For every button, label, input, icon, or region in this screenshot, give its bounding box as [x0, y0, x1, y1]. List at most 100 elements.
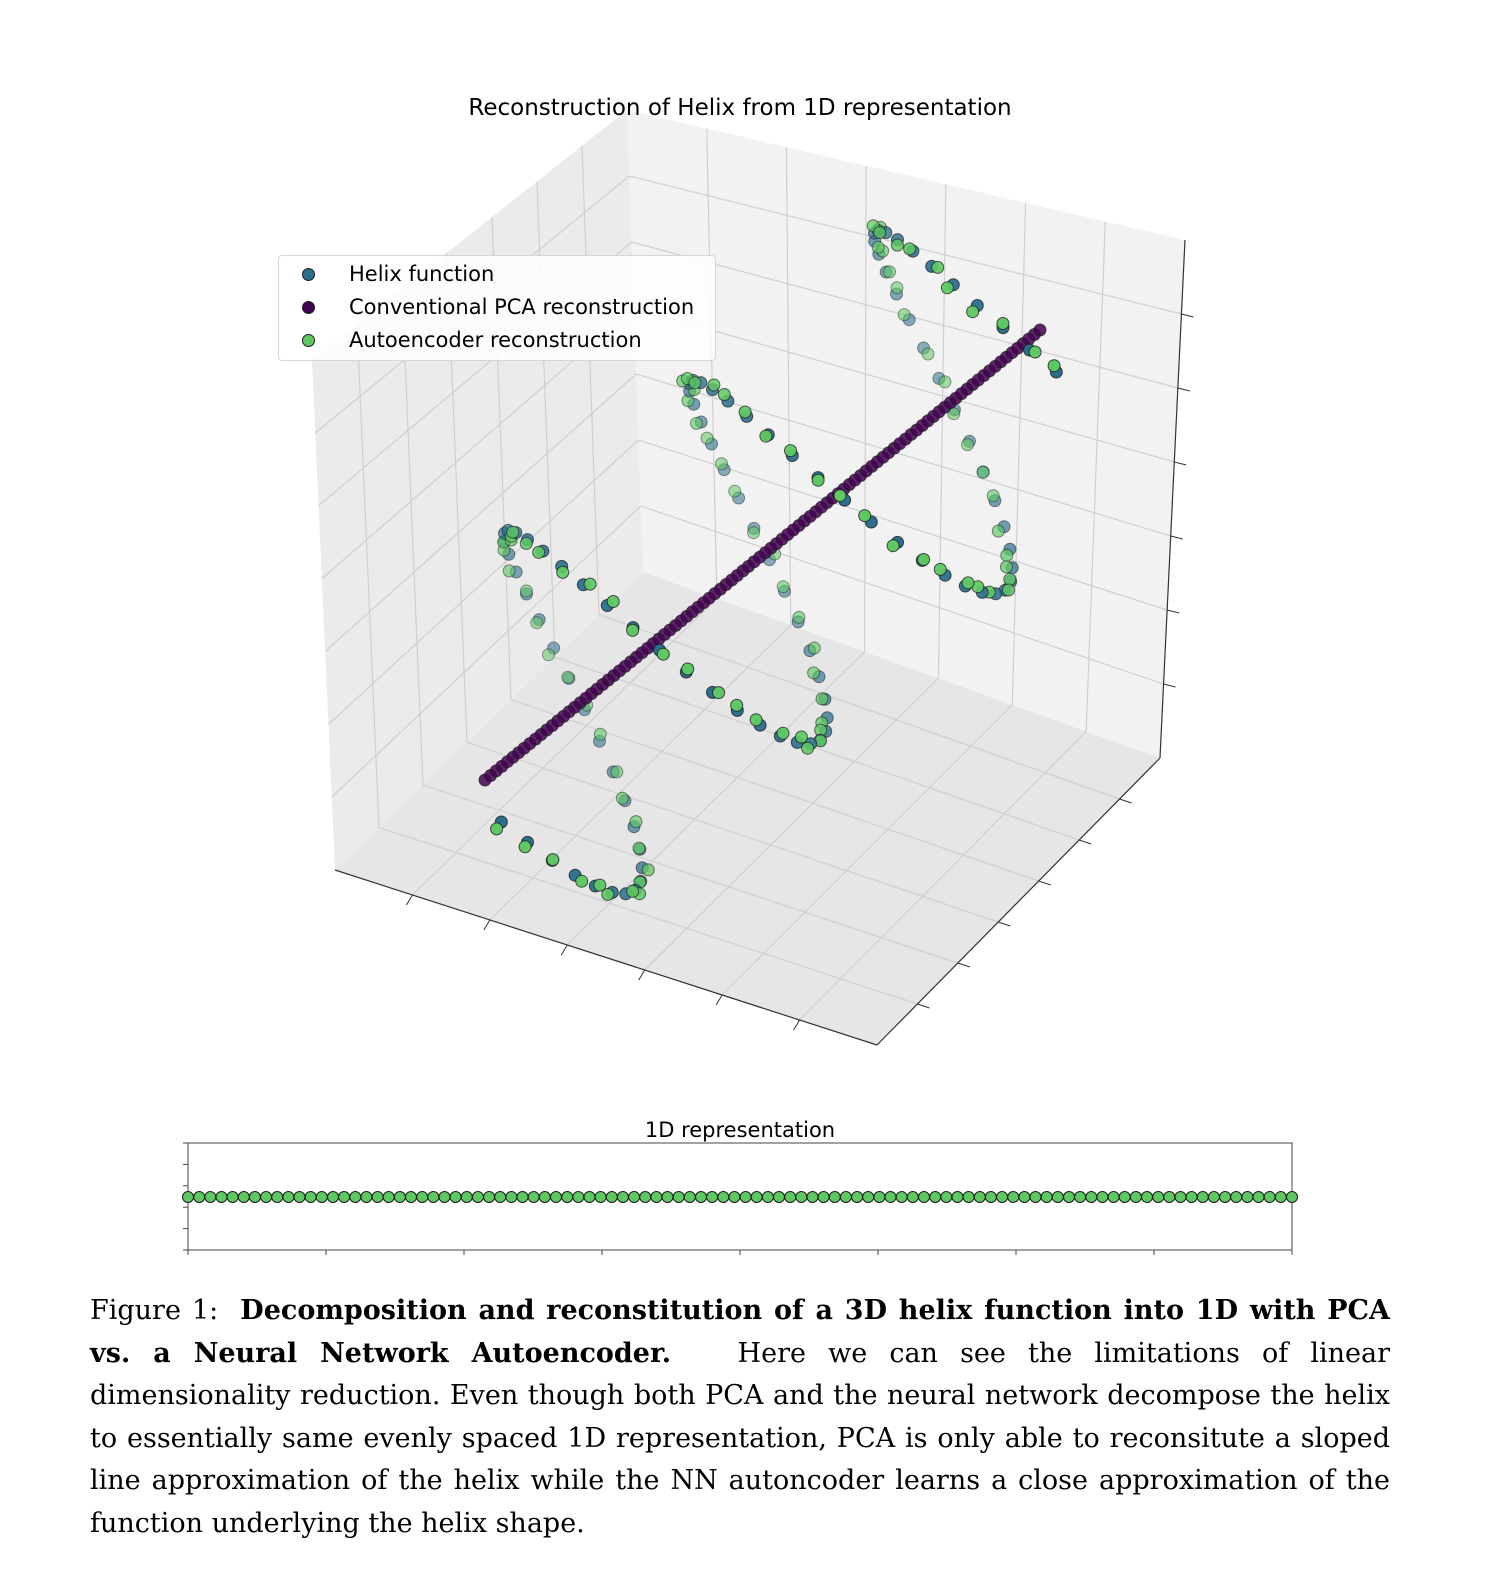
- point-1d: [360, 1191, 373, 1203]
- x-tick: [638, 969, 646, 981]
- point-autoencoder: [801, 741, 815, 755]
- point-autoencoder: [807, 666, 821, 680]
- point-autoencoder: [886, 539, 900, 553]
- point-1d: [739, 1191, 752, 1203]
- point-1d: [550, 1191, 562, 1203]
- caption-body: Here we can see the limitations of linea…: [90, 1337, 1390, 1539]
- point-1d: [1207, 1191, 1220, 1203]
- gridline-x: [566, 165, 867, 946]
- point-1d: [1118, 1191, 1131, 1203]
- x-tick: [793, 1019, 801, 1031]
- point-1d: [349, 1191, 362, 1203]
- point-1d: [661, 1191, 674, 1203]
- point-autoencoder: [542, 648, 555, 662]
- point-autoencoder: [707, 378, 721, 392]
- gridline-z: [331, 505, 1164, 798]
- x-tick: [405, 894, 413, 906]
- gridline-z: [328, 439, 1168, 725]
- point-pca: [1033, 323, 1047, 337]
- point-1d: [906, 1191, 919, 1203]
- chart-title-3d: Reconstruction of Helix from 1D represen…: [468, 95, 1012, 121]
- point-1d: [706, 1191, 719, 1203]
- point-autoencoder: [610, 765, 624, 779]
- point-1d: [271, 1191, 284, 1203]
- point-autoencoder: [712, 686, 726, 700]
- legend-marker-pca: [302, 300, 315, 314]
- point-autoencoder: [518, 840, 532, 854]
- point-1d: [1241, 1191, 1254, 1203]
- y-tick: [1038, 880, 1051, 886]
- point-1d: [761, 1191, 774, 1203]
- point-1d: [449, 1191, 462, 1203]
- point-1d: [918, 1191, 930, 1203]
- gridline-z: [318, 241, 1179, 507]
- x-tick: [560, 944, 568, 956]
- point-1d: [683, 1191, 696, 1203]
- point-autoencoder: [986, 489, 1000, 503]
- point-autoencoder: [556, 565, 570, 579]
- point-autoencoder: [583, 577, 597, 591]
- point-1d: [237, 1191, 250, 1203]
- point-autoencoder: [871, 240, 885, 254]
- point-1d: [282, 1191, 295, 1203]
- legend-label-autoencoder: Autoencoder reconstruction: [349, 328, 642, 352]
- scatter-points: [478, 219, 1063, 901]
- point-1d: [1051, 1191, 1064, 1203]
- point-autoencoder: [976, 465, 990, 479]
- point-1d: [572, 1191, 585, 1203]
- point-1d: [1096, 1191, 1109, 1203]
- point-autoencoder: [641, 863, 655, 877]
- point-1d: [382, 1191, 395, 1203]
- point-autoencoder: [715, 457, 728, 471]
- point-autoencoder: [561, 670, 575, 684]
- gridline-z: [324, 373, 1171, 652]
- point-1d: [516, 1191, 529, 1203]
- point-1d: [695, 1191, 707, 1203]
- x-axis-line: [334, 869, 878, 1046]
- y-tick: [1119, 798, 1132, 804]
- chart-legend: Helix function Conventional PCA reconstr…: [278, 255, 716, 361]
- point-autoencoder: [626, 623, 640, 637]
- point-autoencoder: [629, 815, 643, 829]
- point-autoencoder: [593, 878, 607, 892]
- point-autoencoder: [883, 265, 896, 279]
- point-autoencoder: [873, 226, 887, 239]
- point-autoencoder: [717, 388, 731, 401]
- point-1d: [594, 1191, 607, 1203]
- point-autoencoder: [961, 576, 975, 590]
- point-autoencoder: [921, 347, 935, 361]
- point-1d: [427, 1191, 440, 1203]
- point-autoencoder: [1047, 359, 1061, 373]
- point-autoencoder: [606, 595, 620, 608]
- point-1d: [717, 1191, 730, 1203]
- point-1d: [538, 1191, 551, 1203]
- caption-prefix: Figure 1:: [90, 1295, 219, 1326]
- point-1d: [1219, 1191, 1232, 1203]
- gridline-x: [644, 184, 947, 971]
- point-1d: [873, 1191, 886, 1203]
- point-1d: [405, 1191, 417, 1203]
- gridline-y: [491, 217, 1039, 882]
- point-1d: [371, 1191, 384, 1203]
- point-1d: [817, 1191, 830, 1203]
- point-autoencoder: [776, 580, 790, 594]
- point-1d: [315, 1191, 328, 1203]
- z-tick: [1174, 461, 1187, 466]
- point-autoencoder: [690, 416, 703, 430]
- point-1d: [1263, 1191, 1276, 1203]
- point-1d: [1196, 1191, 1209, 1203]
- point-autoencoder: [519, 536, 533, 550]
- axes-3d: [312, 110, 1194, 1046]
- point-1d: [1252, 1191, 1265, 1203]
- point-autoencoder: [738, 405, 752, 419]
- point-autoencoder: [575, 874, 589, 888]
- point-autoencoder: [749, 713, 763, 727]
- legend-item-pca: Conventional PCA reconstruction: [279, 292, 694, 322]
- z-axis-line: [1159, 239, 1186, 759]
- y-tick: [917, 1003, 930, 1009]
- point-1d: [1163, 1191, 1176, 1203]
- point-1d: [616, 1191, 629, 1203]
- point-1d: [338, 1191, 351, 1203]
- point-autoencoder: [996, 317, 1010, 330]
- point-autoencoder: [728, 484, 742, 498]
